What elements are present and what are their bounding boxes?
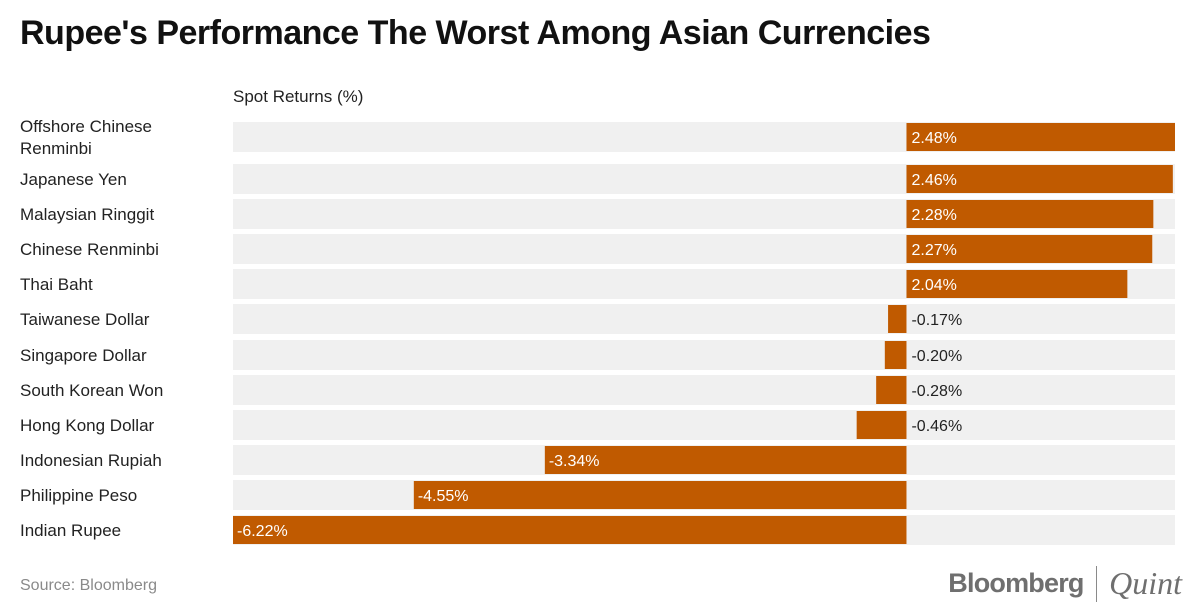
bar <box>906 235 1153 263</box>
bar <box>856 411 907 439</box>
logo-divider <box>1095 565 1098 602</box>
data-label: 2.48% <box>911 130 956 147</box>
category-label: Taiwanese Dollar <box>20 310 150 329</box>
data-label: -4.55% <box>418 488 469 505</box>
source-note: Source: Bloomberg <box>20 577 157 594</box>
data-label: 2.04% <box>911 277 956 294</box>
row-background <box>233 375 1175 405</box>
category-label: Indian Rupee <box>20 521 121 540</box>
bar <box>233 516 907 544</box>
category-label: Japanese Yen <box>20 170 127 189</box>
category-label: Hong Kong Dollar <box>20 416 155 435</box>
bar <box>906 165 1173 193</box>
category-label: Malaysian Ringgit <box>20 205 154 224</box>
bar <box>888 305 907 333</box>
bar <box>884 341 907 369</box>
bar <box>906 270 1128 298</box>
category-label: Indonesian Rupiah <box>20 451 162 470</box>
data-label: -0.28% <box>911 383 962 400</box>
row-background <box>233 340 1175 370</box>
data-label: 2.28% <box>911 207 956 224</box>
bar <box>906 123 1175 151</box>
chart-rows: Offshore Chinese Renminbi 2.48% Japanese Ye… <box>20 117 1175 545</box>
data-label: -0.17% <box>911 312 962 329</box>
bar <box>544 446 907 474</box>
category-label: Chinese Renminbi <box>20 240 159 259</box>
quint-logo-text: Quint <box>1109 565 1182 601</box>
bar <box>413 481 907 509</box>
category-label: South Korean Won <box>20 381 163 400</box>
data-label: 2.46% <box>911 172 956 189</box>
data-label: -0.20% <box>911 348 962 365</box>
data-label: -0.46% <box>911 418 962 435</box>
data-label: 2.27% <box>911 242 956 259</box>
bloomberg-logo-text: Bloomberg <box>948 568 1084 598</box>
category-label: Offshore Chinese Renminbi <box>20 117 152 158</box>
data-label: -3.34% <box>549 453 600 470</box>
data-label: -6.22% <box>237 523 288 540</box>
publisher-logo: Bloomberg Quint <box>948 565 1182 602</box>
row-background <box>233 304 1175 334</box>
row-background <box>233 410 1175 440</box>
category-label: Singapore Dollar <box>20 346 147 365</box>
category-label: Thai Baht <box>20 275 93 294</box>
bar <box>906 200 1154 228</box>
axis-label: Spot Returns (%) <box>233 87 364 106</box>
category-label: Philippine Peso <box>20 486 137 505</box>
bar <box>876 376 907 404</box>
chart-title: Rupee's Performance The Worst Among Asia… <box>20 14 931 52</box>
